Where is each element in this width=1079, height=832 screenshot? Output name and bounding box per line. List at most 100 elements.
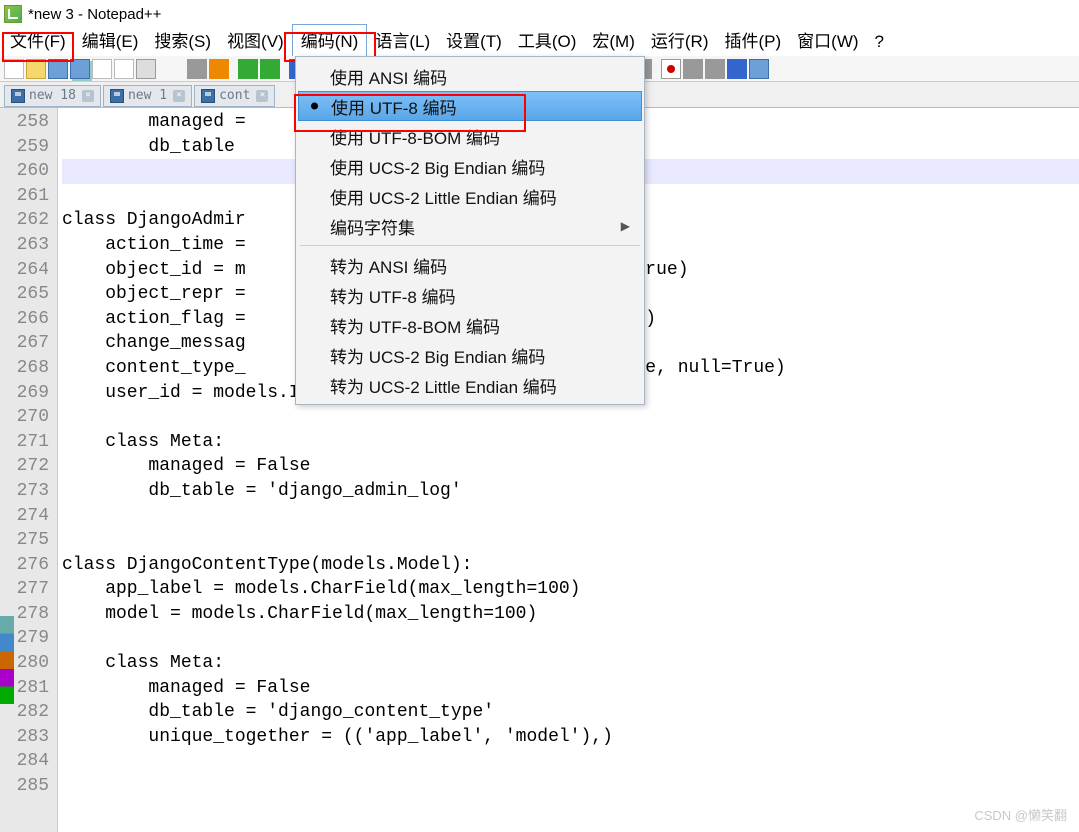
encoding-option[interactable]: 使用 UCS-2 Little Endian 编码 bbox=[296, 181, 644, 211]
document-tab[interactable]: cont ✕ bbox=[194, 85, 275, 107]
line-number: 262 bbox=[2, 208, 49, 233]
copy-icon[interactable] bbox=[187, 59, 207, 79]
line-number: 267 bbox=[2, 331, 49, 356]
menu-?[interactable]: ? bbox=[867, 30, 892, 56]
record-icon[interactable] bbox=[661, 59, 681, 79]
menu-语言l[interactable]: 语言(L) bbox=[367, 25, 438, 56]
line-number-gutter: 258259260261262263264265266267268269270 2… bbox=[0, 108, 58, 832]
open-file-icon[interactable] bbox=[26, 59, 46, 79]
menu-窗口w[interactable]: 窗口(W) bbox=[789, 25, 866, 56]
menu-编辑e[interactable]: 编辑(E) bbox=[74, 25, 147, 56]
line-number: 260 bbox=[2, 159, 49, 184]
code-line bbox=[62, 774, 1079, 799]
encoding-convert-option[interactable]: 转为 UTF-8-BOM 编码 bbox=[296, 310, 644, 340]
line-number: 269 bbox=[2, 381, 49, 406]
line-number: 284 bbox=[2, 749, 49, 774]
line-number: 277 bbox=[2, 577, 49, 602]
chevron-right-icon: ▶ bbox=[621, 219, 630, 233]
menu-item-label: 使用 UTF-8 编码 bbox=[331, 94, 457, 119]
close-tab-icon[interactable]: ✕ bbox=[173, 90, 185, 102]
menu-运行r[interactable]: 运行(R) bbox=[643, 25, 717, 56]
menu-separator bbox=[300, 245, 640, 246]
menu-item-label: 转为 UCS-2 Big Endian 编码 bbox=[330, 343, 545, 368]
menu-设置t[interactable]: 设置(T) bbox=[438, 25, 510, 56]
redo-icon[interactable] bbox=[260, 59, 280, 79]
menu-工具o[interactable]: 工具(O) bbox=[510, 25, 585, 56]
encoding-option[interactable]: 使用 UTF-8 编码 bbox=[298, 91, 642, 121]
menu-item-label: 使用 UCS-2 Little Endian 编码 bbox=[330, 184, 557, 209]
menu-编码n[interactable]: 编码(N) bbox=[292, 24, 368, 56]
line-number: 265 bbox=[2, 282, 49, 307]
new-file-icon[interactable] bbox=[4, 59, 24, 79]
menu-文件f[interactable]: 文件(F) bbox=[2, 25, 74, 56]
line-number: 270 bbox=[2, 405, 49, 430]
stop-icon[interactable] bbox=[683, 59, 703, 79]
undo-icon[interactable] bbox=[238, 59, 258, 79]
document-tab[interactable]: new 18✕ bbox=[4, 85, 101, 107]
code-line bbox=[62, 528, 1079, 553]
line-number: 263 bbox=[2, 233, 49, 258]
change-marker bbox=[0, 616, 14, 704]
print-icon[interactable] bbox=[136, 59, 156, 79]
encoding-option[interactable]: 使用 UCS-2 Big Endian 编码 bbox=[296, 151, 644, 181]
line-number: 259 bbox=[2, 135, 49, 160]
menu-视图v[interactable]: 视图(V) bbox=[219, 25, 292, 56]
save-macro-icon[interactable] bbox=[749, 59, 769, 79]
code-line: class Meta: bbox=[62, 430, 1079, 455]
line-number: 273 bbox=[2, 479, 49, 504]
menu-插件p[interactable]: 插件(P) bbox=[716, 25, 789, 56]
tab-label: cont bbox=[219, 88, 250, 103]
close-tab-icon[interactable]: ✕ bbox=[256, 90, 268, 102]
paste-icon[interactable] bbox=[209, 59, 229, 79]
menu-item-label: 使用 UCS-2 Big Endian 编码 bbox=[330, 154, 545, 179]
menu-item-label: 转为 ANSI 编码 bbox=[330, 253, 447, 278]
save-all-icon[interactable] bbox=[70, 59, 90, 79]
encoding-convert-option[interactable]: 转为 ANSI 编码 bbox=[296, 250, 644, 280]
encoding-option[interactable]: 使用 ANSI 编码 bbox=[296, 61, 644, 91]
line-number: 261 bbox=[2, 184, 49, 209]
code-line: unique_together = (('app_label', 'model'… bbox=[62, 725, 1079, 750]
line-number: 266 bbox=[2, 307, 49, 332]
encoding-dropdown: 使用 ANSI 编码使用 UTF-8 编码使用 UTF-8-BOM 编码使用 U… bbox=[295, 56, 645, 405]
close-icon[interactable] bbox=[92, 59, 112, 79]
code-line: model = models.CharField(max_length=100) bbox=[62, 602, 1079, 627]
menu-item-label: 转为 UTF-8 编码 bbox=[330, 283, 456, 308]
line-number: 276 bbox=[2, 553, 49, 578]
menu-item-label: 编码字符集 bbox=[330, 214, 415, 239]
title-bar: *new 3 - Notepad++ bbox=[0, 0, 1079, 28]
bullet-icon bbox=[311, 103, 318, 110]
line-number: 274 bbox=[2, 504, 49, 529]
line-number: 268 bbox=[2, 356, 49, 381]
code-line: class DjangoContentType(models.Model): bbox=[62, 553, 1079, 578]
fast-icon[interactable] bbox=[727, 59, 747, 79]
play-icon[interactable] bbox=[705, 59, 725, 79]
encoding-option[interactable]: 使用 UTF-8-BOM 编码 bbox=[296, 121, 644, 151]
line-number: 258 bbox=[2, 110, 49, 135]
encoding-convert-option[interactable]: 转为 UCS-2 Big Endian 编码 bbox=[296, 340, 644, 370]
menu-item-label: 使用 UTF-8-BOM 编码 bbox=[330, 124, 500, 149]
save-icon bbox=[110, 89, 124, 103]
menu-宏m[interactable]: 宏(M) bbox=[584, 25, 642, 56]
encoding-option[interactable]: 编码字符集 ▶ bbox=[296, 211, 644, 241]
line-number: 264 bbox=[2, 258, 49, 283]
code-line bbox=[62, 626, 1079, 651]
menu-item-label: 转为 UTF-8-BOM 编码 bbox=[330, 313, 500, 338]
code-line bbox=[62, 405, 1079, 430]
line-number: 283 bbox=[2, 725, 49, 750]
code-line: managed = False bbox=[62, 454, 1079, 479]
menu-搜索s[interactable]: 搜索(S) bbox=[146, 25, 219, 56]
code-line bbox=[62, 749, 1079, 774]
encoding-convert-option[interactable]: 转为 UCS-2 Little Endian 编码 bbox=[296, 370, 644, 400]
window-title: *new 3 - Notepad++ bbox=[28, 6, 161, 23]
cut-icon[interactable] bbox=[165, 59, 185, 79]
close-tab-icon[interactable]: ✕ bbox=[82, 90, 94, 102]
close-all-icon[interactable] bbox=[114, 59, 134, 79]
app-icon bbox=[4, 5, 22, 23]
document-tab[interactable]: new 1 ✕ bbox=[103, 85, 192, 107]
save-icon[interactable] bbox=[48, 59, 68, 79]
code-line: app_label = models.CharField(max_length=… bbox=[62, 577, 1079, 602]
tab-label: new 1 bbox=[128, 88, 167, 103]
save-icon bbox=[11, 89, 25, 103]
menu-item-label: 转为 UCS-2 Little Endian 编码 bbox=[330, 373, 557, 398]
encoding-convert-option[interactable]: 转为 UTF-8 编码 bbox=[296, 280, 644, 310]
